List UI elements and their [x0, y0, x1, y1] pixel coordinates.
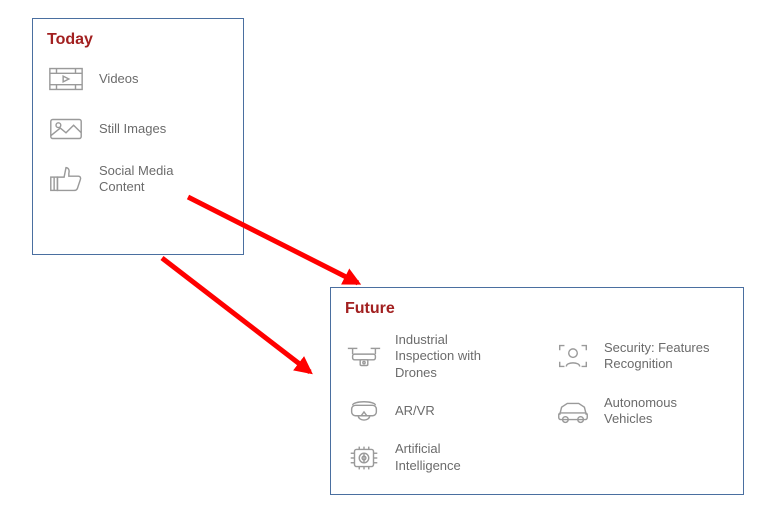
today-item: Videos [47, 63, 229, 95]
car-icon [554, 395, 592, 427]
today-panel: Today Videos Still Images [32, 18, 244, 255]
future-item: Autonomous Vehicles [554, 395, 729, 428]
item-label: Autonomous Vehicles [604, 395, 714, 428]
item-label: Security: Features Recognition [604, 340, 714, 373]
item-label: Artificial Intelligence [395, 441, 505, 474]
image-icon [47, 113, 85, 145]
vr-headset-icon [345, 395, 383, 427]
video-icon [47, 63, 85, 95]
item-label: Still Images [99, 121, 166, 137]
future-panel: Future Industrial Inspection with Drones [330, 287, 744, 495]
face-scan-icon [554, 340, 592, 372]
item-label: Social Media Content [99, 163, 209, 196]
future-item: Industrial Inspection with Drones [345, 332, 520, 381]
item-label: Industrial Inspection with Drones [395, 332, 505, 381]
today-title: Today [47, 31, 229, 49]
item-label: AR/VR [395, 403, 435, 419]
chip-icon [345, 442, 383, 474]
today-item: Still Images [47, 113, 229, 145]
future-item: AR/VR [345, 395, 520, 428]
future-item: Security: Features Recognition [554, 332, 729, 381]
future-item: Artificial Intelligence [345, 441, 520, 474]
future-title: Future [345, 300, 729, 318]
thumbs-up-icon [47, 163, 85, 195]
item-label: Videos [99, 71, 139, 87]
today-item: Social Media Content [47, 163, 229, 196]
drone-icon [345, 340, 383, 372]
